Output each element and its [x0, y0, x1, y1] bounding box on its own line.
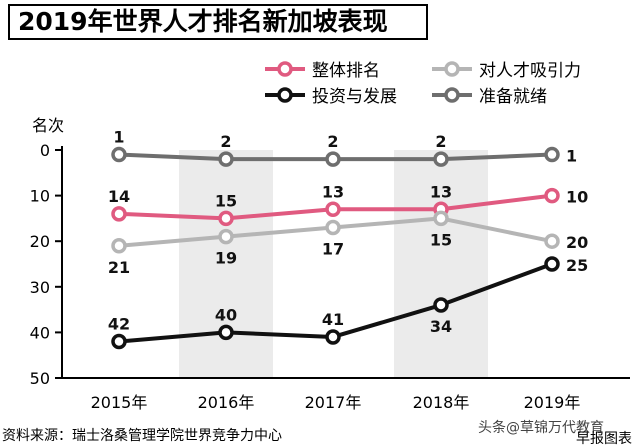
data-point: [218, 228, 234, 245]
legend-marker: [444, 61, 460, 77]
y-tick-label: 10: [30, 187, 50, 206]
legend-marker: [277, 87, 293, 103]
y-axis-label: 名次: [32, 116, 64, 135]
y-tick-label: 50: [30, 369, 50, 388]
data-point: [433, 210, 449, 227]
x-tick-label: 2015年: [91, 393, 148, 412]
data-point: [544, 233, 560, 249]
data-label: 1: [113, 128, 124, 147]
data-label: 25: [566, 256, 588, 275]
data-label: 1: [566, 147, 577, 166]
y-tick-label: 40: [30, 323, 50, 342]
data-label: 42: [108, 315, 130, 334]
data-label: 34: [430, 317, 452, 336]
data-point: [544, 146, 560, 163]
y-tick-label: 30: [30, 278, 50, 297]
data-label: 13: [430, 182, 452, 201]
legend-marker: [444, 87, 460, 103]
data-point: [433, 297, 449, 313]
y-tick-label: 20: [30, 232, 50, 251]
x-tick-label: 2017年: [305, 393, 362, 412]
data-point: [325, 151, 341, 167]
data-point: [218, 324, 234, 341]
x-tick-label: 2019年: [524, 393, 581, 412]
legend-marker: [277, 61, 293, 77]
legend-label: 整体排名: [312, 61, 380, 81]
data-label: 10: [566, 188, 588, 207]
x-tick-label: 2016年: [198, 393, 255, 412]
chart-title: 2019年世界人才排名新加坡表现: [8, 4, 428, 40]
data-point: [111, 238, 127, 254]
data-point: [544, 256, 560, 272]
data-label: 2: [220, 132, 231, 151]
x-tick-label: 2018年: [413, 393, 470, 412]
data-point: [111, 333, 127, 350]
data-point: [325, 201, 341, 218]
data-point: [111, 206, 127, 222]
data-label: 19: [215, 249, 237, 268]
data-label: 17: [322, 240, 344, 259]
data-point: [218, 210, 234, 227]
data-label: 13: [322, 182, 344, 201]
legend-label: 对人才吸引力: [479, 61, 581, 81]
data-point: [544, 187, 560, 204]
data-point: [218, 151, 234, 167]
shaded-column: [394, 150, 488, 378]
data-point: [433, 151, 449, 167]
legend-label: 投资与发展: [312, 87, 397, 107]
data-label: 21: [108, 258, 130, 277]
data-label: 15: [215, 191, 237, 210]
watermark-text: 头条@草锦万代教育: [478, 420, 604, 436]
source-note: 资料来源：瑞士洛桑管理学院世界竞争力中心: [2, 428, 282, 444]
y-tick-label: 0: [40, 141, 50, 160]
data-label: 2: [435, 132, 446, 151]
data-point: [325, 329, 341, 345]
credit-text: 早报图表: [576, 431, 632, 447]
data-label: 2: [327, 132, 338, 151]
data-label: 14: [108, 187, 130, 206]
data-label: 15: [430, 230, 452, 249]
data-point: [325, 219, 341, 236]
data-label: 41: [322, 310, 344, 329]
legend-label: 准备就绪: [479, 87, 547, 107]
data-label: 40: [215, 305, 237, 324]
data-label: 20: [566, 233, 588, 252]
data-point: [111, 146, 127, 163]
